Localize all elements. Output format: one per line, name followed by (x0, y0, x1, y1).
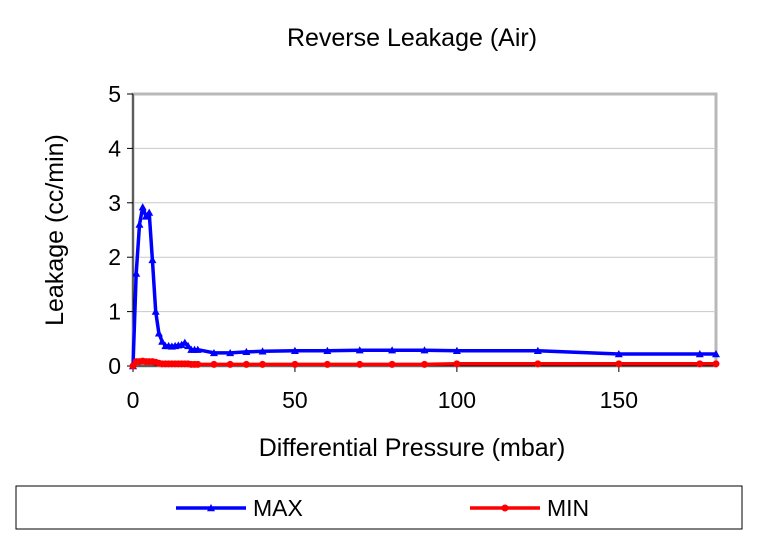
data-point (291, 360, 299, 368)
data-point (258, 347, 267, 355)
data-point (177, 340, 186, 348)
plot-frame (131, 92, 718, 368)
data-point (210, 360, 218, 368)
y-axis-label: Leakage (cc/min) (41, 134, 69, 326)
data-point (421, 360, 428, 368)
legend-marker (207, 504, 215, 512)
legend: MAX MIN (15, 485, 743, 530)
data-point (712, 360, 720, 368)
legend-box (15, 485, 743, 530)
y-tick-label: 5 (108, 81, 121, 107)
legend-items: MAX MIN (176, 495, 589, 521)
legend-label: MAX (253, 495, 303, 521)
x-axis-label: Differential Pressure (mbar) (259, 434, 566, 462)
series-max (129, 203, 720, 370)
x-tick-labels: 0 50 100 150 (127, 387, 638, 413)
data-point (132, 269, 141, 277)
y-tick-label: 1 (108, 299, 121, 325)
series-min (129, 357, 720, 370)
plot-area: 0 1 2 3 4 5 0 50 100 150 (108, 81, 720, 413)
y-tick-labels: 0 1 2 3 4 5 (108, 81, 121, 379)
data-point (290, 346, 299, 354)
data-point (355, 346, 364, 354)
data-point (323, 360, 331, 368)
legend-item-max: MAX (176, 495, 303, 521)
data-point (158, 337, 167, 345)
data-point (696, 360, 704, 368)
y-tick-label: 2 (108, 244, 121, 270)
chart-title: Reverse Leakage (Air) (287, 24, 537, 52)
data-point (138, 203, 147, 211)
data-point (712, 350, 720, 358)
data-point (356, 360, 364, 368)
data-point (420, 346, 429, 354)
data-point (323, 346, 332, 354)
data-point (145, 208, 154, 216)
data-point (193, 345, 202, 353)
data-point (259, 360, 267, 368)
data-point (242, 360, 250, 368)
data-point (614, 350, 623, 358)
data-point (209, 348, 218, 357)
data-point (141, 212, 150, 220)
series-layer (129, 203, 720, 370)
y-tick-label: 0 (108, 353, 121, 379)
data-point (695, 350, 704, 358)
data-point (226, 348, 235, 357)
data-point (533, 346, 542, 354)
data-point (154, 329, 163, 337)
data-point (534, 360, 542, 368)
data-point (242, 347, 251, 356)
data-point (452, 346, 461, 354)
y-tick-label: 4 (108, 135, 121, 161)
data-point (148, 255, 157, 264)
legend-label: MIN (547, 495, 589, 521)
data-point (453, 360, 461, 368)
x-tick-label: 0 (127, 387, 140, 413)
x-tick-label: 100 (438, 387, 476, 413)
data-point (388, 346, 397, 354)
data-point (180, 338, 189, 346)
data-point (184, 341, 193, 350)
gridlines (133, 147, 716, 313)
data-point (135, 220, 144, 228)
data-point (615, 360, 623, 368)
x-tick-label: 150 (600, 387, 638, 413)
legend-marker (501, 504, 509, 512)
legend-item-min: MIN (470, 495, 589, 521)
data-point (194, 360, 202, 368)
data-point (226, 360, 234, 368)
data-point (151, 307, 160, 315)
data-point (388, 360, 396, 368)
x-tick-label: 50 (282, 387, 308, 413)
y-tick-label: 3 (108, 190, 121, 216)
